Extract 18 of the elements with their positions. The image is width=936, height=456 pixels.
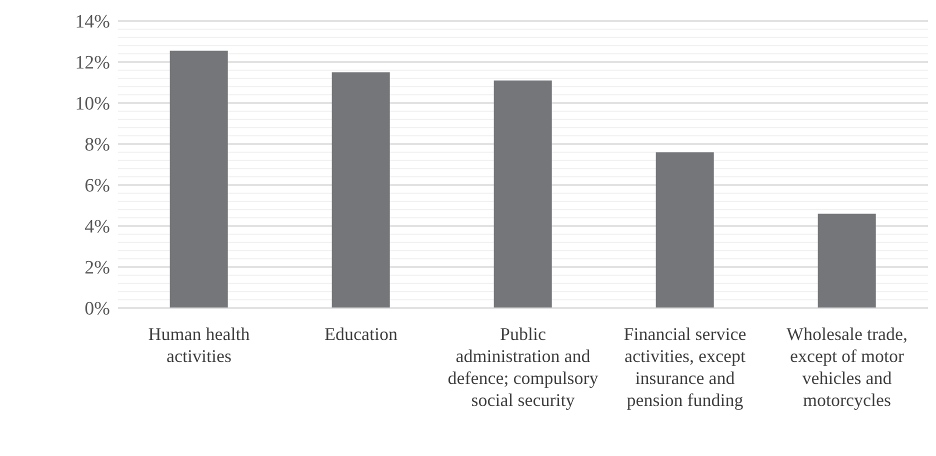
- y-tick-label: 8%: [84, 134, 110, 156]
- y-tick-label: 14%: [75, 12, 110, 33]
- bar: [332, 72, 390, 308]
- x-tick-label: Human health activities: [148, 324, 250, 366]
- bar: [494, 80, 552, 308]
- x-tick-label: Financial service activities, except insurance and pension funding: [624, 324, 746, 410]
- y-tick-label: 2%: [84, 258, 110, 279]
- x-tick-label: Public administration and defence; compulsory social security: [448, 324, 598, 410]
- x-tick-label: Wholesale trade, except of motor vehicles and motorcycles: [786, 324, 908, 410]
- y-tick-label: 10%: [75, 94, 110, 115]
- bar: [656, 152, 714, 308]
- y-tick-label: 12%: [75, 52, 110, 74]
- bar: [170, 50, 228, 308]
- y-tick-label: 6%: [84, 176, 110, 197]
- x-tick-label: Education: [324, 324, 398, 344]
- y-tick-label: 4%: [84, 216, 110, 238]
- bar: [818, 214, 876, 308]
- y-tick-label: 0%: [84, 298, 110, 320]
